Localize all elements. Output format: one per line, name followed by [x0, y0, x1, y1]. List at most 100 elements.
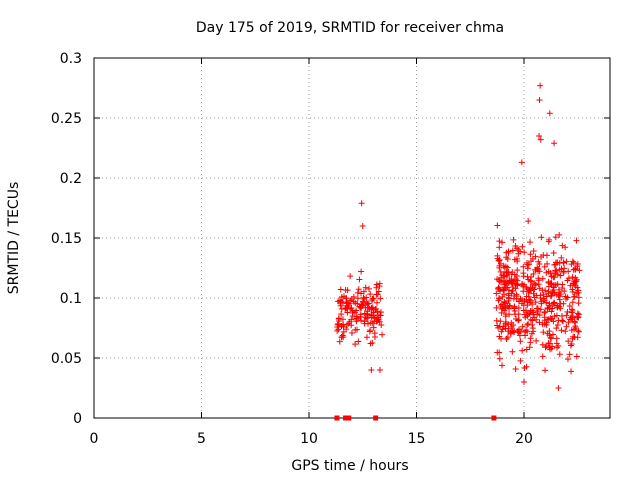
- data-point: [361, 318, 368, 325]
- data-point: [363, 294, 370, 301]
- data-point: [563, 312, 570, 319]
- data-point: [343, 326, 350, 333]
- data-point: [500, 277, 507, 284]
- data-point: [542, 367, 549, 374]
- data-point: [536, 268, 543, 275]
- zero-point: [373, 415, 379, 421]
- data-point: [496, 355, 503, 362]
- data-point: [565, 268, 572, 275]
- x-tick-labels: 0 5 10 15 20: [90, 431, 533, 447]
- plot-frame: [93, 57, 611, 419]
- data-point: [552, 268, 559, 275]
- y-axis-label: SRMTID / TECUs: [6, 182, 22, 295]
- data-point: [499, 326, 506, 333]
- data-point: [506, 277, 513, 284]
- data-point: [527, 239, 534, 246]
- data-point: [519, 243, 526, 250]
- data-point: [560, 260, 567, 267]
- data-point: [570, 280, 577, 287]
- data-point: [359, 223, 366, 229]
- data-point: [499, 362, 506, 369]
- data-point: [338, 305, 345, 312]
- data-point: [566, 351, 573, 358]
- data-point: [494, 276, 501, 283]
- data-point: [496, 238, 503, 245]
- data-points: [334, 82, 583, 421]
- data-point: [509, 247, 516, 254]
- data-point: [563, 323, 570, 330]
- x-tick-label: 15: [408, 431, 426, 447]
- data-point: [527, 251, 534, 258]
- data-point: [525, 218, 532, 225]
- y-tick-label: 0.15: [51, 231, 82, 247]
- data-point: [537, 306, 544, 313]
- data-point: [334, 321, 341, 328]
- data-point: [532, 267, 539, 274]
- data-point: [550, 318, 557, 325]
- data-point: [520, 263, 527, 270]
- data-point: [571, 334, 578, 341]
- data-point: [505, 295, 512, 302]
- data-point: [551, 313, 558, 320]
- data-point: [494, 322, 501, 329]
- data-point: [554, 304, 561, 311]
- data-point: [548, 345, 555, 352]
- data-point: [500, 323, 507, 330]
- data-point: [353, 313, 360, 320]
- data-point: [572, 274, 579, 281]
- data-point: [572, 266, 579, 273]
- data-point: [509, 348, 516, 355]
- data-point: [500, 286, 507, 293]
- data-point: [356, 303, 363, 310]
- data-point: [527, 339, 534, 346]
- x-tick-label: 10: [300, 431, 318, 447]
- data-point: [567, 342, 574, 349]
- data-point: [374, 312, 381, 319]
- data-point: [499, 239, 506, 246]
- data-point: [539, 353, 546, 360]
- data-point: [357, 313, 364, 320]
- data-point: [560, 318, 567, 325]
- data-point: [574, 284, 581, 291]
- data-point: [532, 299, 539, 306]
- data-point: [566, 303, 573, 310]
- data-point: [515, 316, 522, 323]
- data-point: [510, 236, 517, 243]
- data-point: [503, 268, 510, 275]
- data-point: [540, 295, 547, 302]
- data-point: [569, 258, 576, 265]
- data-point: [529, 307, 536, 314]
- data-point: [553, 267, 560, 274]
- data-point: [504, 264, 511, 271]
- data-point: [551, 290, 558, 297]
- data-point: [565, 338, 572, 345]
- y-tick-label: 0.3: [60, 51, 82, 67]
- y-tick-labels: 0 0.05 0.1 0.15 0.2 0.25 0.3: [51, 51, 82, 427]
- data-point: [513, 281, 520, 288]
- data-point: [568, 368, 575, 375]
- data-point: [543, 269, 550, 276]
- data-point: [524, 273, 531, 280]
- y-tick-label: 0.25: [51, 111, 82, 127]
- data-point: [357, 317, 364, 324]
- data-point: [530, 290, 537, 297]
- data-point: [335, 318, 342, 325]
- data-point: [364, 320, 371, 327]
- data-point: [553, 325, 560, 332]
- data-point: [554, 344, 561, 351]
- data-point: [574, 310, 581, 317]
- data-point: [530, 311, 537, 318]
- data-point: [548, 335, 555, 342]
- data-point: [512, 365, 519, 372]
- data-point: [498, 272, 505, 279]
- data-point: [550, 301, 557, 308]
- data-point: [494, 222, 501, 229]
- data-point: [524, 265, 531, 272]
- data-point: [503, 249, 510, 256]
- data-point: [571, 326, 578, 333]
- data-point: [530, 247, 537, 254]
- data-point: [555, 292, 562, 299]
- data-point: [517, 338, 524, 345]
- data-point: [347, 273, 354, 280]
